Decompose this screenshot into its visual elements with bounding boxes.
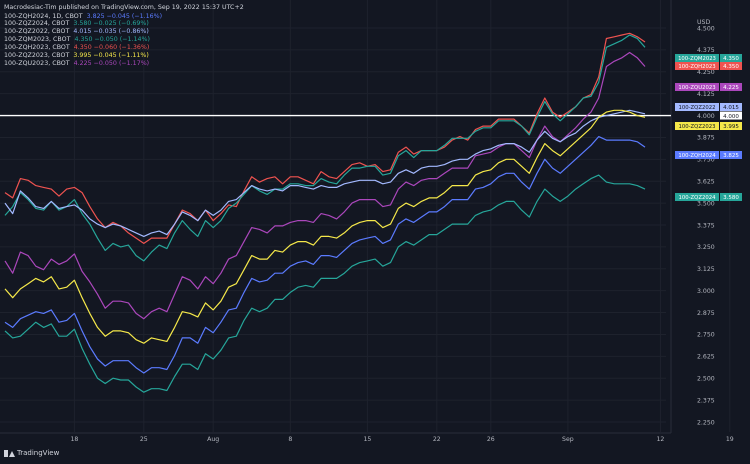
legend-symbol: 100-ZQM2023, CBOT (4, 36, 73, 44)
y-tick-label: 3.500 (697, 200, 715, 207)
series-value-tag (720, 193, 742, 201)
series-value-tag (720, 62, 742, 70)
legend-value: 4.350 −0.050 (−1.14%) (74, 36, 150, 44)
y-tick-label: 2.625 (697, 354, 715, 361)
series-value-tag (720, 54, 742, 62)
legend-symbol: 100-ZQH2023, CBOT (4, 44, 72, 52)
x-tick-label: 19 (726, 436, 734, 443)
legend-value: 3.995 −0.045 (−1.11%) (73, 52, 149, 59)
series-line (4, 109, 646, 237)
y-tick-label: 2.750 (697, 332, 715, 339)
series-name-tag (675, 193, 719, 201)
series-name-label: 100-ZQH2024 (678, 153, 716, 159)
series-value-label: 4.350 (723, 56, 739, 62)
legend-symbol: 100-ZQU2023, CBOT (4, 59, 72, 67)
series-value-label: 4.225 (723, 85, 739, 91)
legend-row[interactable]: 100-ZQH2024, 1D, CBOT 3.825 −0.045 (−1.1… (4, 13, 162, 21)
series-name-label: 100-ZQZ2022 (679, 105, 716, 111)
x-tick-label: 22 (433, 436, 441, 443)
series-name-label: 100-ZQZ2023 (679, 124, 716, 130)
x-tick-label: 25 (140, 436, 148, 443)
legend-row[interactable]: 100-ZQZ2023, CBOT 3.995 −0.045 (−1.11%) (4, 52, 149, 60)
series-name-label: 100-ZQU2023 (678, 85, 715, 91)
tradingview-logo-icon (4, 449, 15, 457)
x-tick-label: Aug (207, 436, 219, 443)
series-line (4, 109, 646, 344)
y-tick-label: 4.000 (697, 113, 715, 120)
legend-symbol: 100-ZQZ2023, CBOT (4, 52, 72, 59)
series-value-tag (720, 83, 742, 91)
legend-symbol: 100-ZQZ2024, CBOT (4, 20, 72, 28)
series-name-tag (675, 103, 719, 111)
y-tick-label: 4.125 (697, 91, 715, 98)
series-value-tag (720, 151, 742, 159)
y-tick-label: 4.250 (697, 69, 715, 76)
series-value-tag (720, 103, 742, 111)
legend-row[interactable]: 100-ZQZ2022, CBOT 4.015 −0.035 (−0.86%) (4, 28, 149, 36)
series-line (4, 34, 646, 262)
legend-row[interactable]: 100-ZQU2023, CBOT 4.225 −0.050 (−1.17%) (4, 60, 149, 68)
y-tick-label: 2.500 (697, 376, 715, 383)
y-tick-label: 4.375 (697, 47, 715, 54)
x-tick-label: 15 (363, 436, 371, 443)
y-tick-label: 3.125 (697, 266, 715, 273)
legend-value: 4.225 −0.050 (−1.17%) (73, 59, 150, 67)
series-value-label: 3.995 (723, 124, 739, 130)
series-name-tag (675, 122, 719, 130)
series-name-label: 100-ZQH2023 (678, 64, 715, 70)
y-tick-label: 3.750 (697, 157, 715, 164)
y-tick-label: 3.875 (697, 135, 715, 142)
series-value-label: 3.580 (723, 195, 739, 201)
y-tick-label: 2.250 (697, 419, 715, 426)
x-tick-label: 12 (656, 436, 664, 443)
series-line (4, 174, 646, 393)
x-tick-label: 26 (487, 436, 495, 443)
series-name-label: 100-ZQM2023 (678, 56, 716, 62)
legend-row[interactable]: 100-ZQZ2024, CBOT 3.580 −0.025 (−0.69%) (4, 20, 149, 28)
level-value-tag (720, 111, 742, 120)
tradingview-logo[interactable]: TradingView (4, 449, 59, 457)
y-tick-label: 3.000 (697, 288, 715, 295)
legend-value: 4.015 −0.035 (−0.86%) (73, 28, 149, 36)
brand-name: TradingView (17, 449, 60, 457)
series-line (4, 136, 646, 374)
legend-row[interactable]: 100-ZQM2023, CBOT 4.350 −0.050 (−1.14%) (4, 36, 150, 44)
legend-value: 4.350 −0.060 (−1.36%) (73, 44, 150, 52)
series-line (4, 32, 646, 244)
series-name-tag (675, 151, 719, 159)
series-value-label: 4.350 (723, 64, 739, 70)
x-tick-label: 8 (288, 436, 292, 443)
x-tick-label: 18 (70, 436, 78, 443)
series-value-tag (720, 122, 742, 130)
legend-value: 3.825 −0.045 (−1.16%) (86, 12, 163, 20)
legend-row[interactable]: 100-ZQH2023, CBOT 4.350 −0.060 (−1.36%) (4, 44, 149, 52)
y-tick-label: 4.500 (697, 25, 715, 32)
series-name-tag (675, 62, 719, 70)
y-tick-label: 3.625 (697, 179, 715, 186)
y-tick-label: 2.375 (697, 397, 715, 404)
legend-value: 3.580 −0.025 (−0.69%) (73, 20, 149, 28)
series-value-label: 4.015 (723, 105, 739, 111)
publisher-line: Macrodesiac-Tim published on TradingView… (4, 4, 244, 11)
series-name-label: 100-ZQZ2024 (679, 195, 717, 201)
level-value-label: 4.000 (723, 114, 739, 120)
legend-symbol: 100-ZQZ2022, CBOT (4, 28, 72, 36)
series-name-tag (675, 83, 719, 91)
y-tick-label: 3.250 (697, 244, 715, 251)
y-tick-label: 2.875 (697, 310, 715, 317)
x-tick-label: Sep (562, 436, 574, 443)
series-value-label: 3.825 (723, 153, 739, 159)
series-name-tag (675, 54, 719, 62)
legend-symbol: 100-ZQH2024, 1D, CBOT (4, 12, 85, 20)
y-tick-label: 3.375 (697, 222, 715, 229)
currency-label: USD (697, 19, 710, 26)
